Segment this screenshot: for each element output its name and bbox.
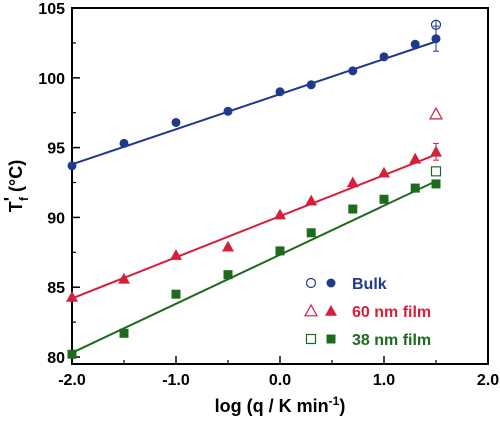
y-tick-label: 90 xyxy=(47,210,65,227)
38-nm-film-data-point xyxy=(67,349,77,359)
38-nm-film-fit-line xyxy=(71,180,437,354)
y-axis-title-unit: (°C) xyxy=(6,160,26,197)
x-axis-title-superscript: -1 xyxy=(329,394,340,408)
60-nm-film-data-point xyxy=(430,145,442,157)
38-nm-film-open-point xyxy=(430,166,442,177)
x-tick-label: -2.0 xyxy=(58,372,86,389)
bulk-data-point xyxy=(431,34,441,44)
bulk-data-point xyxy=(171,117,181,127)
60-nm-film-data-point xyxy=(378,166,390,178)
38-nm-film-data-point xyxy=(348,204,358,214)
38-nm-film-data-point xyxy=(171,289,181,299)
60-nm-film-data-point xyxy=(170,249,182,260)
bulk-data-point xyxy=(379,52,389,62)
bulk-data-point xyxy=(67,161,77,171)
legend: Bulk 60 nm film 38 nm film xyxy=(303,276,431,349)
60-nm-film-data-point xyxy=(409,152,422,164)
bulk-fit-line xyxy=(71,40,437,166)
data-markers xyxy=(66,19,444,359)
38-nm-film-data-point xyxy=(306,228,316,238)
38-nm-film-data-point xyxy=(119,328,129,338)
legend-filled-bulk xyxy=(326,278,336,288)
bulk-data-point xyxy=(119,138,129,148)
y-axis-title-main: T xyxy=(6,201,26,212)
legend-filled-38-nm-film xyxy=(326,334,336,344)
60-nm-film-fit-line xyxy=(71,153,437,300)
60-nm-film-data-point xyxy=(66,290,78,302)
60-nm-film-open-point xyxy=(428,106,444,120)
axis-ticks: -2.0 -1.0 0.0 1.0 2.0 80 85 90 95 100 105 xyxy=(38,1,499,389)
x-tick-label: -1.0 xyxy=(162,372,190,389)
bulk-data-point xyxy=(410,39,420,49)
legend-open-60-nm-film xyxy=(303,303,319,317)
fit-lines xyxy=(71,40,437,354)
60-nm-film-data-point xyxy=(274,208,286,220)
legend-label-60-nm-film: 60 nm film xyxy=(352,304,431,321)
60-nm-film-data-point xyxy=(222,240,234,252)
x-tick-label: 0.0 xyxy=(269,372,291,389)
legend-label-bulk: Bulk xyxy=(352,276,387,293)
38-nm-film-data-point xyxy=(431,179,441,189)
y-tick-label: 105 xyxy=(38,1,65,18)
legend-open-bulk xyxy=(305,277,317,289)
x-axis-title: log (q / K min-1) xyxy=(215,394,346,416)
bulk-data-point xyxy=(348,66,358,76)
y-tick-label: 85 xyxy=(47,280,65,297)
y-tick-label: 80 xyxy=(47,350,65,367)
y-tick-label: 100 xyxy=(38,71,65,88)
y-axis-title-prime: ' xyxy=(1,197,21,201)
x-tick-label: 1.0 xyxy=(373,372,395,389)
bulk-open-point xyxy=(430,19,442,30)
38-nm-film-data-point xyxy=(223,270,233,280)
legend-open-38-nm-film xyxy=(305,333,317,345)
38-nm-film-data-point xyxy=(410,183,420,193)
x-axis-title-main: log (q / K min xyxy=(215,396,329,416)
y-axis-title-subscript: f xyxy=(17,196,31,201)
x-tick-label: 2.0 xyxy=(477,372,499,389)
bulk-data-point xyxy=(275,87,285,97)
60-nm-film-data-point xyxy=(305,194,318,206)
bulk-data-point xyxy=(306,80,316,90)
bulk-data-point xyxy=(223,106,233,116)
38-nm-film-data-point xyxy=(379,194,389,204)
60-nm-film-data-point xyxy=(118,272,130,284)
y-tick-label: 95 xyxy=(47,141,65,158)
y-axis-title: T'f (°C) xyxy=(1,160,31,212)
38-nm-film-data-point xyxy=(275,246,285,256)
60-nm-film-data-point xyxy=(346,176,359,188)
legend-filled-60-nm-film xyxy=(325,305,337,316)
x-axis-title-suffix: ) xyxy=(339,396,345,416)
legend-label-38-nm-film: 38 nm film xyxy=(352,332,431,349)
